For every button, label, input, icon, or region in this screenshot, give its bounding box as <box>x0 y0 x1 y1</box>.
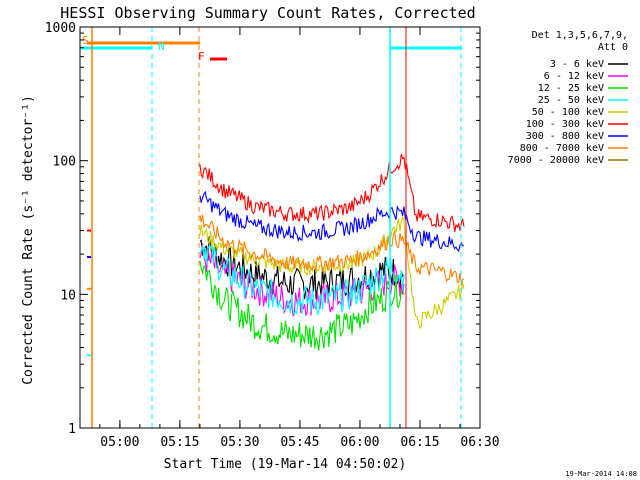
legend-label: 50 - 100 keV <box>532 107 604 118</box>
legend-label: 3 - 6 keV <box>550 59 604 70</box>
chart-title: HESSI Observing Summary Count Rates, Cor… <box>60 4 475 22</box>
x-tick-label: 06:15 <box>400 435 439 450</box>
annotation-f: F <box>198 50 205 63</box>
y-tick-label: 100 <box>53 155 76 170</box>
legend-label: 25 - 50 keV <box>538 95 604 106</box>
x-tick-label: 05:30 <box>220 435 259 450</box>
x-axis-label: Start Time (19-Mar-14 04:50:02) <box>164 457 407 472</box>
series-line <box>199 214 465 286</box>
annotation-n: N <box>158 40 165 53</box>
x-tick-label: 06:00 <box>340 435 379 450</box>
legend-label: 6 - 12 keV <box>544 71 604 82</box>
y-axis-label: Corrected Count Rate (s⁻¹ detector⁻¹) <box>21 95 36 385</box>
y-tick-label: 10 <box>60 288 76 303</box>
legend-label: 100 - 300 keV <box>526 119 604 130</box>
y-tick-label: 1 <box>68 422 76 437</box>
x-tick-label: 05:00 <box>100 435 139 450</box>
legend-label: 300 - 800 keV <box>526 131 604 142</box>
series-line <box>199 260 405 351</box>
legend-title: Det 1,3,5,6,7,9, <box>532 30 628 41</box>
legend-label: 800 - 7000 keV <box>520 143 604 154</box>
legend-label: 7000 - 20000 keV <box>508 155 604 166</box>
x-tick-label: 05:15 <box>160 435 199 450</box>
legend-label: 12 - 25 keV <box>538 83 604 94</box>
plot-frame <box>79 26 481 429</box>
footer-date: 19-Mar-2014 14:08 <box>565 470 637 478</box>
x-tick-label: 06:30 <box>460 435 499 450</box>
series-line <box>199 153 465 233</box>
legend-title: Att 0 <box>598 42 628 53</box>
series-line <box>199 190 465 253</box>
y-tick-label: 1000 <box>45 21 76 36</box>
series-line <box>199 241 405 316</box>
series-line <box>199 215 465 330</box>
annotation-s: S <box>82 34 89 47</box>
x-tick-label: 05:45 <box>280 435 319 450</box>
